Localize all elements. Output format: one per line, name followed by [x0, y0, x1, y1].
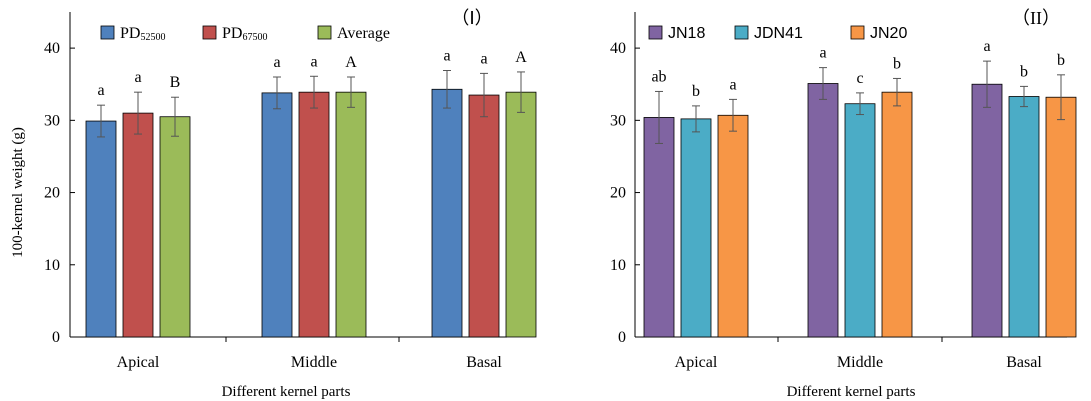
bar [336, 92, 366, 337]
bar [845, 104, 875, 337]
y-axis-title: 100-kernel weight (g) [10, 127, 26, 258]
significance-label: a [983, 38, 990, 55]
significance-label: b [1020, 63, 1028, 80]
x-axis-title: Different kernel parts [787, 384, 916, 400]
significance-label: a [134, 69, 141, 86]
bar [718, 115, 748, 337]
y-tick-label: 10 [44, 257, 60, 274]
x-axis-title: Different kernel parts [222, 384, 351, 400]
bar [1009, 97, 1039, 338]
significance-label: b [692, 83, 700, 100]
bar [506, 92, 536, 337]
panel-title: （II） [1012, 8, 1060, 28]
y-tick-label: 40 [44, 40, 60, 57]
significance-label: a [729, 76, 736, 93]
significance-label: a [97, 82, 104, 99]
legend-swatch [318, 26, 331, 39]
bar [681, 119, 711, 337]
bar [86, 121, 116, 337]
bar [299, 92, 329, 337]
y-tick-label: 40 [610, 40, 626, 57]
legend-swatch [851, 26, 864, 39]
bar [160, 117, 190, 337]
significance-label: a [443, 48, 450, 65]
legend-label: JN20 [870, 25, 907, 42]
bar [882, 92, 912, 337]
significance-label: ab [651, 68, 666, 85]
significance-label: A [345, 54, 357, 71]
x-tick-label: Apical [117, 354, 160, 371]
y-tick-label: 20 [610, 185, 626, 202]
legend-swatch [101, 26, 114, 39]
legend-label: Average [337, 25, 390, 42]
x-tick-label: Basal [466, 354, 502, 371]
legend-label: JDN41 [754, 25, 803, 42]
y-tick-label: 30 [44, 112, 60, 129]
panel-title: （Ⅰ） [451, 8, 492, 28]
x-tick-label: Basal [1006, 354, 1042, 371]
legend-swatch [203, 26, 216, 39]
legend-label: JN18 [668, 25, 705, 42]
y-tick-label: 10 [610, 257, 626, 274]
significance-label: c [856, 70, 863, 87]
y-tick-label: 20 [44, 185, 60, 202]
significance-label: b [1057, 52, 1065, 69]
significance-label: a [819, 45, 826, 62]
panel-1: 0 10 20 30 40 Apical Middle Basal a a a a a a B A A PD525… [10, 8, 536, 400]
bar [808, 84, 838, 338]
bar [1046, 97, 1076, 337]
significance-label: b [893, 55, 901, 72]
significance-label: A [515, 49, 527, 66]
legend-swatch [649, 26, 662, 39]
x-tick-label: Middle [837, 354, 883, 371]
bar [644, 117, 674, 337]
bar [262, 93, 292, 337]
bar [972, 84, 1002, 337]
bar [123, 113, 153, 337]
significance-label: a [310, 53, 317, 70]
x-tick-label: Middle [291, 354, 337, 371]
legend-label: PD67500 [222, 25, 267, 43]
significance-label: a [480, 50, 487, 67]
legend-label: PD52500 [120, 25, 165, 43]
y-tick-label: 0 [52, 329, 60, 346]
y-tick-label: 30 [610, 112, 626, 129]
x-tick-label: Apical [675, 354, 718, 371]
legend-swatch [735, 26, 748, 39]
bar [432, 89, 462, 337]
bar [469, 95, 499, 337]
significance-label: B [170, 74, 181, 91]
significance-label: a [273, 54, 280, 71]
y-tick-label: 0 [618, 329, 626, 346]
